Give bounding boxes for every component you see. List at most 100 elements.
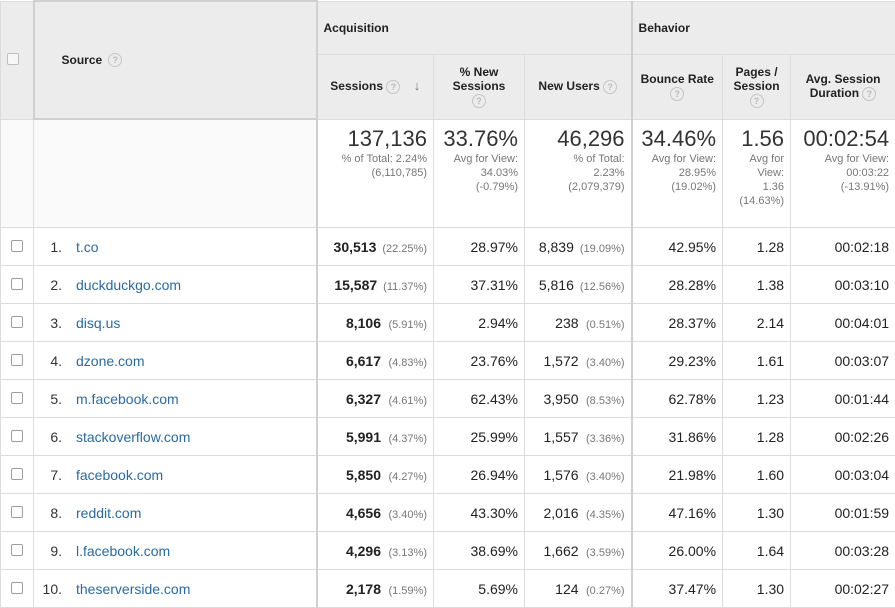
select-all-checkbox[interactable]: [7, 53, 19, 65]
row-bounce-cell: 37.47%: [632, 570, 723, 608]
row-pages: 2.14: [757, 315, 784, 331]
row-check-cell[interactable]: [1, 304, 34, 342]
row-new-users: 1,572: [543, 353, 578, 369]
source-column-header[interactable]: Source ?: [34, 1, 317, 119]
source-link[interactable]: theserverside.com: [76, 581, 190, 597]
row-sessions: 15,587: [334, 277, 377, 293]
row-bounce-cell: 28.28%: [632, 266, 723, 304]
row-check-cell[interactable]: [1, 342, 34, 380]
row-duration-cell: 00:04:01: [791, 304, 895, 342]
row-new-users-pct: (3.59%): [585, 547, 625, 559]
row-checkbox[interactable]: [11, 582, 23, 594]
totals-pages-sub-4: (14.63%): [723, 194, 784, 208]
row-new-users: 3,950: [543, 391, 578, 407]
sort-descending-icon[interactable]: ↓: [414, 78, 421, 93]
row-new-users: 1,557: [543, 429, 578, 445]
row-index: 8.: [42, 505, 62, 521]
new-sessions-column-header[interactable]: % New Sessions ?: [434, 54, 525, 119]
source-link[interactable]: duckduckgo.com: [76, 277, 181, 293]
row-new-users-cell: 1,572(3.40%): [525, 342, 632, 380]
totals-bounce-sub-1: Avg for View:: [633, 152, 717, 166]
totals-new-sessions-sub-1: Avg for View:: [434, 152, 518, 166]
totals-source-cell: [34, 119, 317, 228]
row-new-sessions-cell: 28.97%: [434, 228, 525, 266]
pages-session-column-header[interactable]: Pages / Session ?: [723, 54, 791, 119]
totals-duration-sub-2: 00:03:22: [791, 166, 889, 180]
help-icon[interactable]: ?: [862, 87, 876, 101]
row-sessions: 4,296: [346, 543, 381, 559]
pages-header-label-1: Pages /: [723, 65, 790, 79]
row-check-cell[interactable]: [1, 456, 34, 494]
help-icon[interactable]: ?: [603, 80, 617, 94]
duration-header-label-1: Avg. Session: [791, 72, 895, 86]
source-link[interactable]: reddit.com: [76, 505, 141, 521]
row-check-cell[interactable]: [1, 570, 34, 608]
help-icon[interactable]: ?: [670, 87, 684, 101]
sessions-column-header[interactable]: Sessions ? ↓: [317, 54, 434, 119]
table-row: 5.m.facebook.com 6,327(4.61%) 62.43% 3,9…: [1, 380, 895, 418]
totals-new-sessions-sub-3: (-0.79%): [434, 180, 518, 194]
row-index: 5.: [42, 391, 62, 407]
row-sessions-pct: (4.83%): [387, 357, 427, 369]
table-row: 6.stackoverflow.com 5,991(4.37%) 25.99% …: [1, 418, 895, 456]
source-link[interactable]: disq.us: [76, 315, 120, 331]
row-checkbox[interactable]: [11, 506, 23, 518]
row-check-cell[interactable]: [1, 418, 34, 456]
row-new-users-pct: (0.51%): [585, 319, 625, 331]
row-check-cell[interactable]: [1, 380, 34, 418]
row-checkbox[interactable]: [11, 354, 23, 366]
source-link[interactable]: dzone.com: [76, 353, 144, 369]
row-bounce: 47.16%: [669, 505, 716, 521]
source-link[interactable]: facebook.com: [76, 467, 163, 483]
row-checkbox[interactable]: [11, 240, 23, 252]
new-sessions-header-label-1: % New: [434, 65, 524, 79]
row-duration-cell: 00:01:44: [791, 380, 895, 418]
row-new-sessions: 5.69%: [478, 581, 518, 597]
row-bounce-cell: 47.16%: [632, 494, 723, 532]
row-new-users: 124: [555, 581, 578, 597]
source-link[interactable]: l.facebook.com: [76, 543, 170, 559]
row-check-cell[interactable]: [1, 228, 34, 266]
row-sessions: 5,991: [346, 429, 381, 445]
row-checkbox[interactable]: [11, 430, 23, 442]
help-icon[interactable]: ?: [386, 80, 400, 94]
avg-duration-column-header[interactable]: Avg. Session Duration ?: [791, 54, 895, 119]
help-icon[interactable]: ?: [108, 53, 122, 67]
row-check-cell[interactable]: [1, 532, 34, 570]
new-sessions-header-label-2: Sessions: [434, 79, 524, 93]
row-checkbox[interactable]: [11, 468, 23, 480]
row-pages-cell: 1.60: [723, 456, 791, 494]
row-sessions-pct: (3.13%): [387, 547, 427, 559]
row-bounce-cell: 21.98%: [632, 456, 723, 494]
row-pages-cell: 1.61: [723, 342, 791, 380]
row-sessions-cell: 8,106(5.91%): [317, 304, 434, 342]
row-index: 4.: [42, 353, 62, 369]
row-new-users-cell: 5,816(12.56%): [525, 266, 632, 304]
row-check-cell[interactable]: [1, 266, 34, 304]
row-sessions: 6,617: [346, 353, 381, 369]
select-all-cell[interactable]: [1, 1, 34, 119]
row-bounce: 21.98%: [669, 467, 716, 483]
row-checkbox[interactable]: [11, 544, 23, 556]
row-duration-cell: 00:02:26: [791, 418, 895, 456]
row-bounce: 28.28%: [669, 277, 716, 293]
help-icon[interactable]: ?: [750, 94, 764, 108]
row-sessions-cell: 5,991(4.37%): [317, 418, 434, 456]
bounce-rate-column-header[interactable]: Bounce Rate ?: [632, 54, 723, 119]
help-icon[interactable]: ?: [472, 94, 486, 108]
source-link[interactable]: t.co: [76, 239, 99, 255]
row-checkbox[interactable]: [11, 316, 23, 328]
row-checkbox[interactable]: [11, 278, 23, 290]
totals-sessions-sub-2: (6,110,785): [318, 166, 428, 180]
row-new-users-cell: 3,950(8.53%): [525, 380, 632, 418]
row-bounce-cell: 62.78%: [632, 380, 723, 418]
source-link[interactable]: m.facebook.com: [76, 391, 179, 407]
row-new-sessions-cell: 26.94%: [434, 456, 525, 494]
row-check-cell[interactable]: [1, 494, 34, 532]
source-link[interactable]: stackoverflow.com: [76, 429, 190, 445]
row-pages: 1.64: [757, 543, 784, 559]
row-checkbox[interactable]: [11, 392, 23, 404]
row-new-sessions: 37.31%: [471, 277, 518, 293]
new-users-column-header[interactable]: New Users ?: [525, 54, 632, 119]
row-sessions: 6,327: [346, 391, 381, 407]
